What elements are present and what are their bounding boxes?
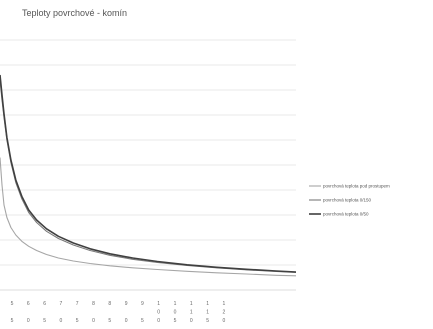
x-tick-label: 70: [60, 301, 63, 324]
legend-entry: povrchová teplota pod prostupem: [309, 184, 390, 189]
gridlines: [0, 39, 296, 291]
x-tick-digit: 5: [108, 318, 111, 324]
x-tick-label: 1 1 5: [206, 301, 209, 324]
legend-label: povrchová teplota 0/150: [323, 198, 372, 203]
x-tick-digit: 1: [223, 301, 226, 307]
x-tick-label: 1 1 0: [190, 301, 193, 324]
x-tick-digit: 1: [206, 301, 209, 307]
x-tick-digit: 6: [27, 301, 30, 307]
legend-entry: povrchová teplota 0/150: [309, 198, 372, 203]
x-tick-label: 65: [43, 301, 46, 324]
x-tick-label: 1 2 0: [223, 301, 226, 324]
x-tick-digit: 5: [43, 318, 46, 324]
x-tick-label: 75: [76, 301, 79, 324]
x-tick-digit: 7: [76, 301, 79, 307]
x-tick-digit: 5: [76, 318, 79, 324]
x-tick-digit: 5: [11, 301, 14, 307]
chart-title: Teploty povrchové - komín: [22, 8, 128, 18]
x-tick-label: 1 0 5: [174, 301, 177, 324]
x-tick-digit: 0: [223, 318, 226, 324]
x-tick-digit: 0: [60, 318, 63, 324]
x-tick-digit: 8: [108, 301, 111, 307]
x-tick-digit: 0: [157, 310, 160, 316]
x-tick-digit: 1: [206, 310, 209, 316]
series-line-2: [0, 79, 297, 274]
x-tick-digit: 0: [157, 318, 160, 324]
x-tick-label: 85: [108, 301, 111, 324]
x-tick-digit: 1: [157, 301, 160, 307]
x-tick-digit: 0: [174, 310, 177, 316]
x-tick-digit: 5: [141, 318, 144, 324]
x-tick-digit: 9: [125, 301, 128, 307]
x-tick-label: 55: [11, 301, 14, 324]
legend: povrchová teplota pod prostupem povrchová…: [309, 184, 390, 217]
legend-entry: povrchová teplota 0/50: [309, 212, 369, 217]
x-tick-label: 80: [92, 301, 95, 324]
x-tick-digit: 0: [190, 318, 193, 324]
x-tick-digit: 7: [60, 301, 63, 307]
x-tick-digit: 9: [141, 301, 144, 307]
x-tick-digit: 2: [223, 310, 226, 316]
x-tick-digit: 0: [27, 318, 30, 324]
legend-label: povrchová teplota pod prostupem: [323, 184, 390, 189]
x-tick-digit: 8: [92, 301, 95, 307]
x-tick-digit: 5: [11, 318, 14, 324]
legend-label: povrchová teplota 0/50: [323, 212, 369, 217]
x-tick-digit: 1: [190, 310, 193, 316]
x-tick-digit: 1: [174, 301, 177, 307]
x-tick-digit: 0: [92, 318, 95, 324]
x-tick-digit: 6: [43, 301, 46, 307]
x-tick-digit: 5: [206, 318, 209, 324]
x-tick-label: 60: [27, 301, 30, 324]
x-tick-digit: 5: [174, 318, 177, 324]
x-tick-label: 90: [125, 301, 128, 324]
x-tick-label: 95: [141, 301, 144, 324]
series-lines: [0, 74, 297, 277]
x-tick-digit: 0: [125, 318, 128, 324]
x-tick-label: 1 0 0: [157, 301, 160, 324]
series-line-1: [0, 157, 297, 277]
series-line-3: [0, 74, 297, 273]
x-tick-digit: 1: [190, 301, 193, 307]
